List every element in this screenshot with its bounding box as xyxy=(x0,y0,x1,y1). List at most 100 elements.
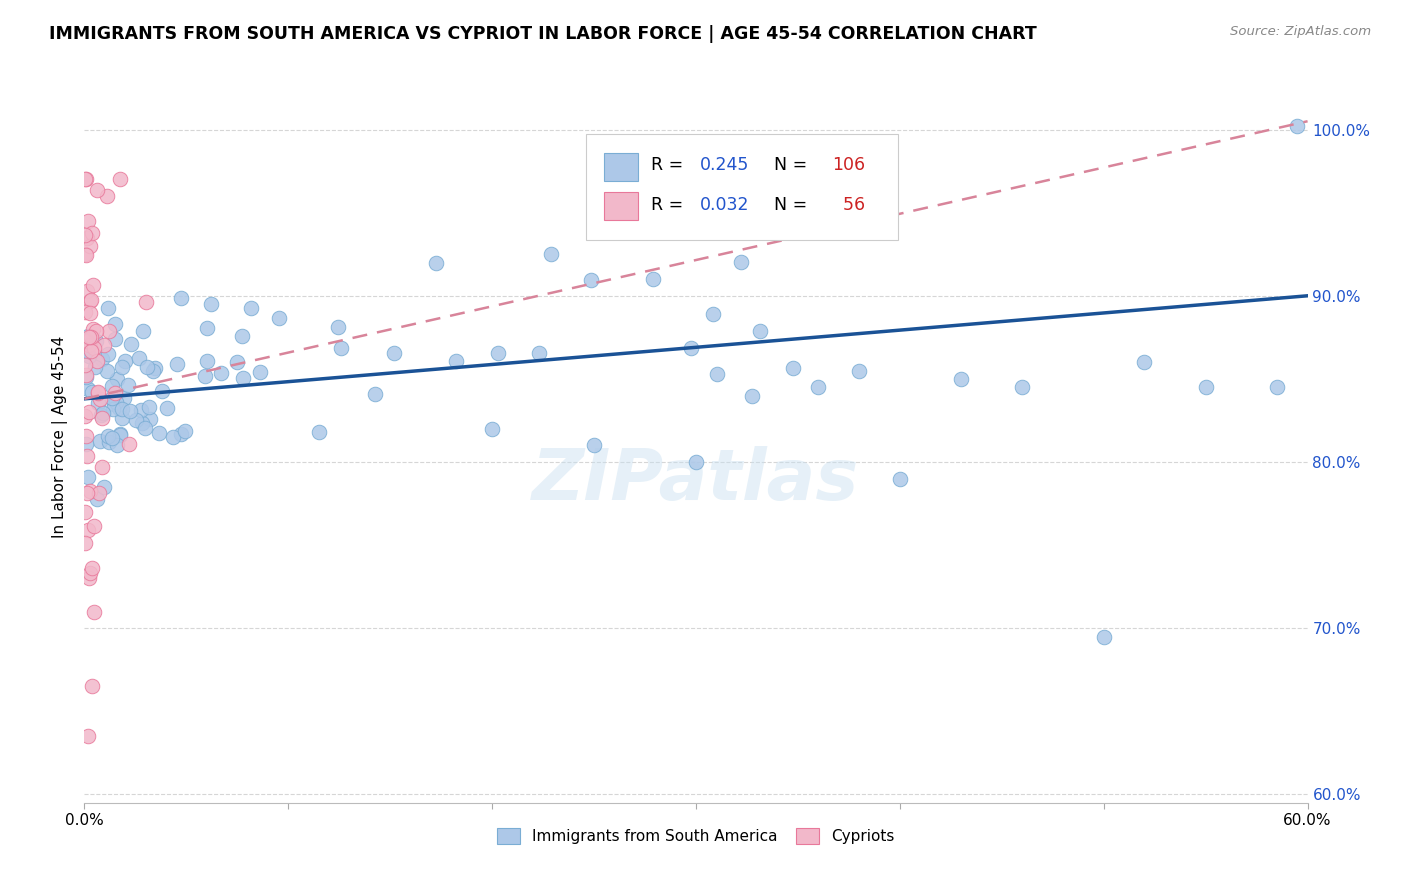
Point xyxy=(111,359,134,374)
Point xyxy=(79,306,101,320)
Point xyxy=(97,429,120,443)
Point xyxy=(76,285,98,299)
Point xyxy=(111,402,134,417)
Point xyxy=(108,428,131,442)
Point xyxy=(87,486,110,500)
Point xyxy=(104,394,127,409)
Point xyxy=(76,230,98,244)
Point xyxy=(782,361,804,376)
Point xyxy=(232,371,254,385)
Point xyxy=(950,372,973,386)
Point xyxy=(643,272,665,286)
FancyBboxPatch shape xyxy=(586,134,898,240)
Point xyxy=(108,427,131,442)
Point xyxy=(75,248,97,262)
Point xyxy=(807,380,830,394)
Point xyxy=(195,354,218,368)
Text: R =: R = xyxy=(651,156,689,174)
Point xyxy=(82,322,104,336)
Point xyxy=(249,365,271,379)
Point xyxy=(96,364,118,378)
Point xyxy=(79,566,101,580)
Text: R =: R = xyxy=(651,196,689,214)
Point xyxy=(425,256,447,270)
Point xyxy=(79,343,101,358)
Text: 0.032: 0.032 xyxy=(700,196,749,214)
Point xyxy=(75,369,97,384)
Point xyxy=(86,492,108,507)
Point xyxy=(104,332,127,346)
Point xyxy=(77,329,100,343)
Point xyxy=(76,344,98,359)
Point xyxy=(97,435,120,450)
Point xyxy=(583,438,606,452)
Point xyxy=(382,346,405,360)
Point xyxy=(77,523,100,537)
Point xyxy=(120,403,142,417)
Point xyxy=(1195,380,1218,394)
Point xyxy=(134,421,156,435)
Point xyxy=(97,347,120,361)
Point xyxy=(107,438,129,452)
Point xyxy=(195,320,218,334)
Point xyxy=(77,330,100,344)
Text: IMMIGRANTS FROM SOUTH AMERICA VS CYPRIOT IN LABOR FORCE | AGE 45-54 CORRELATION : IMMIGRANTS FROM SOUTH AMERICA VS CYPRIOT… xyxy=(49,25,1038,43)
Point xyxy=(527,345,550,359)
Point xyxy=(101,378,124,392)
Point xyxy=(82,278,104,293)
Point xyxy=(170,292,193,306)
Point xyxy=(135,295,157,310)
Point xyxy=(77,382,100,396)
Point xyxy=(86,183,108,197)
Point xyxy=(117,377,139,392)
Point xyxy=(138,400,160,414)
Point xyxy=(239,301,262,315)
Point xyxy=(90,408,112,422)
Point xyxy=(104,317,127,331)
Text: Source: ZipAtlas.com: Source: ZipAtlas.com xyxy=(1230,25,1371,38)
Point xyxy=(83,341,105,355)
Point xyxy=(156,401,179,416)
Point xyxy=(80,330,103,344)
Point xyxy=(77,214,100,228)
Point xyxy=(148,426,170,441)
Point xyxy=(87,385,110,400)
Point xyxy=(90,352,112,367)
Point xyxy=(87,385,110,400)
Point xyxy=(101,401,124,416)
Point xyxy=(231,329,253,343)
Point xyxy=(595,183,617,197)
Point xyxy=(209,366,232,380)
Point xyxy=(75,305,97,319)
Point xyxy=(330,341,353,355)
Point xyxy=(80,561,103,575)
Point xyxy=(91,410,114,425)
Point xyxy=(79,294,101,309)
Point xyxy=(76,485,98,500)
Point xyxy=(80,293,103,307)
Point xyxy=(143,361,166,376)
Point xyxy=(79,239,101,253)
Point xyxy=(308,425,330,439)
Point xyxy=(83,605,105,619)
Point xyxy=(889,472,911,486)
Point xyxy=(75,368,97,382)
Point xyxy=(194,368,217,383)
Point xyxy=(76,334,98,349)
Point xyxy=(96,189,118,203)
Point xyxy=(481,422,503,436)
Point xyxy=(1265,380,1288,394)
Y-axis label: In Labor Force | Age 45-54: In Labor Force | Age 45-54 xyxy=(52,336,69,538)
Point xyxy=(540,247,562,261)
Point xyxy=(848,363,870,377)
Point xyxy=(76,470,98,484)
Text: N =: N = xyxy=(763,156,813,174)
Point xyxy=(75,172,97,186)
Point xyxy=(89,434,111,449)
Point xyxy=(77,571,100,585)
Text: 106: 106 xyxy=(832,156,865,174)
Point xyxy=(76,449,98,463)
Point xyxy=(105,372,128,386)
Point xyxy=(84,334,107,348)
Point xyxy=(75,429,97,443)
